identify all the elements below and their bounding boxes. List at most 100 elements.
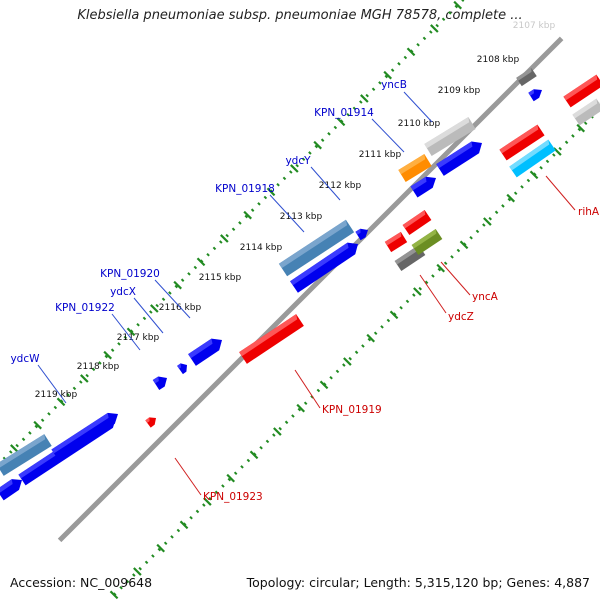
kbp-label: 2109 kbp [438,86,481,96]
tick-mark [56,397,66,407]
gene-highlight [177,363,182,369]
gene-label-reverse: KPN_01919 [322,404,382,416]
gene-body [0,479,23,501]
tick-mark [10,444,19,453]
gene-body [563,74,600,108]
tick-mark [383,70,392,80]
gene-highlight [528,89,535,96]
tick-mark [243,210,252,220]
gene-highlight [152,376,159,384]
gene-label-forward: ydcY [285,155,311,167]
tick-mark [459,240,469,250]
tick-mark [413,287,422,296]
gene-forward [398,154,432,182]
tick-mark [103,350,112,360]
gene-forward [516,67,537,87]
gene-leader-line [37,364,67,404]
kbp-label: 2115 kbp [199,273,242,283]
tick-mark [290,164,299,173]
tick-track-forward [0,0,465,465]
gene-highlight [516,67,532,81]
gene-reverse [145,417,157,428]
gene-leader-line [403,91,433,123]
gene-body [0,434,52,476]
gene-forward [528,89,542,102]
gene-body [398,154,432,182]
gene-highlight [290,242,349,286]
tick-mark [173,280,182,290]
gene-leader-line [111,313,141,351]
gene-label-reverse: ydcZ [448,311,474,323]
gene-body [499,124,545,161]
gene-leader-line [371,118,405,153]
chromosome-backbone [57,36,564,543]
gene-body [384,231,408,253]
tick-mark [553,147,562,156]
gene-forward [563,74,600,108]
gene-forward [177,363,188,375]
kbp-label: 2118 kbp [77,362,120,372]
gene-leader-line [294,369,321,409]
gene-body [516,67,537,87]
gene-body [239,314,304,364]
gene-body [572,98,600,126]
gene-highlight [411,229,437,249]
map-title: Klebsiella pneumoniae subsp. pneumoniae … [77,8,523,23]
gene-leader-line [269,194,305,233]
gene-label-forward: yncB [381,79,407,91]
tick-mark [366,333,376,343]
kbp-label: 2119 kbp [35,390,78,400]
gene-label-reverse: yncA [472,291,499,303]
tick-mark [406,47,416,57]
kbp-label: 2108 kbp [477,55,520,65]
gene-highlight [384,231,402,246]
gene-reverse [411,229,443,255]
gene-highlight [424,117,470,149]
gene-label-forward: ydcW [10,353,40,365]
gene-highlight [188,338,213,359]
kbp-label: 2113 kbp [280,212,323,222]
gene-leader-line [440,261,471,296]
gene-highlight [0,479,13,494]
gene-label-forward: KPN_01920 [100,268,160,280]
tick-mark [249,450,259,460]
tick-mark [313,140,322,150]
gene-highlight [239,314,298,357]
gene-leader-line [419,274,447,314]
gene-highlight [436,141,473,169]
kbp-label: 2111 kbp [359,150,402,160]
gene-forward [410,176,436,198]
gene-highlight [410,176,427,191]
gene-forward [436,141,483,176]
tick-mark [436,263,446,273]
gene-forward [0,434,52,476]
gene-highlight [499,124,539,154]
gene-label-forward: ydcX [110,286,136,298]
gene-highlight [572,98,598,119]
tick-mark [126,327,136,337]
gene-highlight [398,154,426,175]
gene-leader-line [174,457,202,496]
tick-track-reverse [112,106,600,596]
tick-mark [506,193,516,203]
gene-highlight [563,74,598,101]
tick-mark [80,374,89,383]
gene-body [410,176,436,198]
tick-mark [389,310,399,320]
gene-body [411,229,443,255]
tick-mark [179,520,189,530]
gene-forward [152,376,167,391]
gene-label-forward: KPN_01918 [215,183,275,195]
gene-body [509,139,556,178]
gene-label-forward: KPN_01914 [314,107,374,119]
tick-mark [156,543,166,553]
tick-mark [273,427,282,436]
tick-mark [430,24,439,33]
tick-mark [296,403,306,413]
tick-mark [133,567,142,576]
kbp-label: 2107 kbp [513,21,556,31]
gene-leader-line [310,166,341,201]
gene-label-reverse: KPN_01923 [203,491,263,503]
tick-mark [343,357,352,366]
